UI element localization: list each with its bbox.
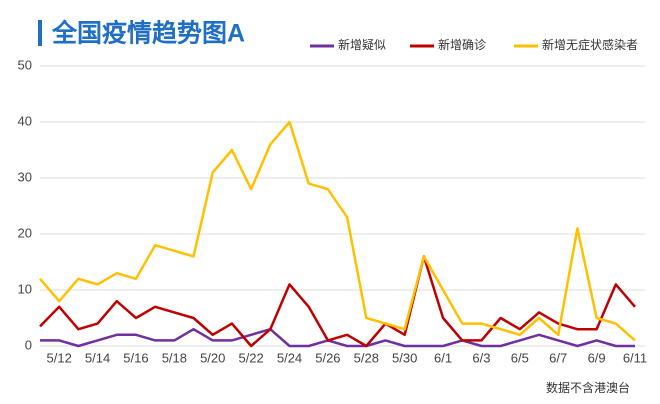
y-tick-label: 20 <box>18 225 32 240</box>
x-tick-label: 5/18 <box>162 350 187 365</box>
series-line <box>39 120 636 342</box>
x-tick-label: 5/16 <box>123 350 148 365</box>
series-line <box>39 255 636 348</box>
x-tick-label: 6/11 <box>623 350 647 365</box>
chart-title: 全国疫情趋势图A <box>51 19 245 48</box>
x-tick-label: 5/28 <box>354 350 379 365</box>
note: 数据不含港澳台 <box>546 380 630 395</box>
x-tick-label: 6/9 <box>588 350 606 365</box>
series-line <box>40 327 635 348</box>
title-bar <box>38 20 42 46</box>
x-tick-label: 5/26 <box>315 350 340 365</box>
legend-label: 新增确诊 <box>438 37 486 52</box>
legend-label: 新增无症状感染者 <box>542 37 638 52</box>
x-tick-label: 6/1 <box>434 350 452 365</box>
x-tick-label: 5/14 <box>85 350 110 365</box>
y-tick-label: 30 <box>18 169 32 184</box>
x-tick-label: 5/20 <box>200 350 225 365</box>
x-tick-label: 6/5 <box>511 350 529 365</box>
x-tick-label: 5/30 <box>392 350 417 365</box>
x-tick-label: 5/22 <box>238 350 263 365</box>
x-tick-label: 5/12 <box>47 350 72 365</box>
y-tick-label: 10 <box>18 281 32 296</box>
x-tick-label: 5/24 <box>277 350 302 365</box>
legend-label: 新增疑似 <box>338 37 386 52</box>
x-tick-label: 6/3 <box>472 350 490 365</box>
y-tick-label: 0 <box>25 337 32 352</box>
y-tick-label: 40 <box>18 113 32 128</box>
x-tick-label: 6/7 <box>549 350 567 365</box>
y-tick-label: 50 <box>18 57 32 72</box>
